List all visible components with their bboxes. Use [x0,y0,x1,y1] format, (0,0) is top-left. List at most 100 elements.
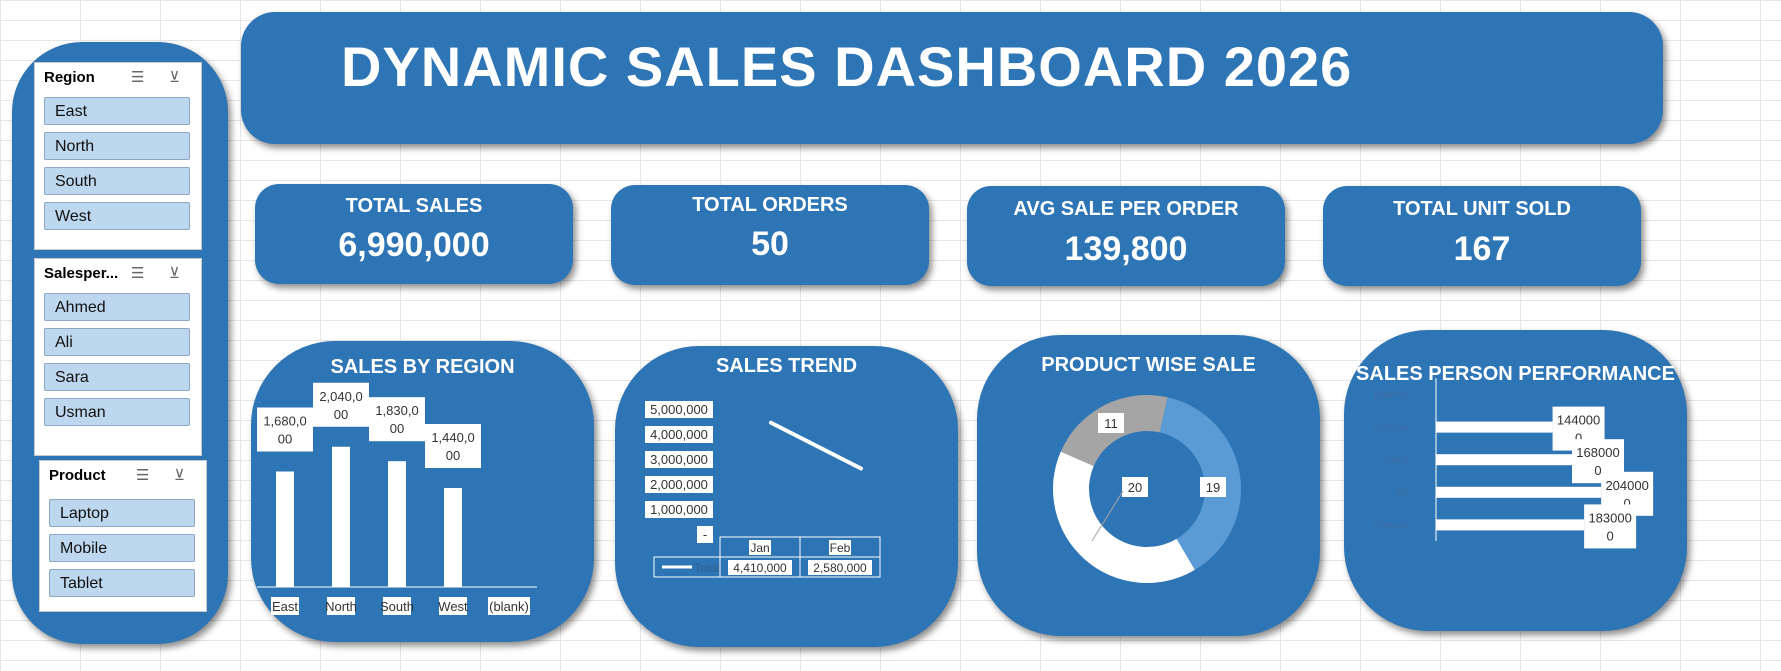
y-tick-box [645,501,713,518]
y-tick-label: Ali [1396,487,1408,499]
slicer-header: Product [49,467,106,484]
bar-data-label: 2,040,0 [319,389,362,404]
y-tick-label: Sara [1385,454,1409,466]
kpi-total-sales: TOTAL SALES 6,990,000 [255,184,573,284]
slice-data-label: 20 [1128,480,1142,495]
slice-label-box [1122,477,1148,497]
table-row-label: Total [694,561,719,575]
slicer-item-mobile[interactable]: Mobile [49,534,195,562]
table-cell: 4,410,000 [733,561,787,575]
trend-line [769,420,863,471]
bar [388,461,406,587]
y-tick-label: 3,000,000 [650,452,708,467]
bar-data-label: 1,440,0 [431,430,474,445]
kpi-label: AVG SALE PER ORDER [1013,198,1239,220]
slicer-item-usman[interactable]: Usman [44,398,190,426]
y-tick-label: Ahmed [1373,519,1408,531]
slicer-item-ahmed[interactable]: Ahmed [44,293,190,321]
slicer-item-north[interactable]: North [44,132,190,160]
slice-data-label: 11 [1104,416,1118,431]
table-cell: 2,580,000 [813,561,867,575]
table-header-box [829,540,851,555]
slicer-item-east[interactable]: East [44,97,190,125]
kpi-total-orders: TOTAL ORDERS 50 [611,185,929,285]
y-tick-box [645,426,713,443]
bar [1436,421,1553,433]
bar [276,471,294,587]
chart-title: PRODUCT WISE SALE [1041,354,1256,376]
tick-label-box [488,597,530,615]
sales-trend-chart: 5,000,000 4,000,000 3,000,000 2,000,000 1,00… [645,401,881,578]
slicer-item-sara[interactable]: Sara [44,363,190,391]
tick-label-box [383,597,411,615]
region-slicer[interactable]: Region ☰ ⊻ East North South West [34,62,202,250]
multi-select-icon[interactable]: ☰ [131,69,145,86]
bar-data-label: 0 [1624,496,1631,511]
slicer-panel: Region ☰ ⊻ East North South West Salespe… [12,42,228,644]
bar-data-label: 168000 [1576,445,1619,460]
y-tick-label: 2,000,000 [650,477,708,492]
slicer-item-ali[interactable]: Ali [44,328,190,356]
slice-label-box [1200,477,1226,497]
tick-label-box [327,597,355,615]
kpi-avg-sale: AVG SALE PER ORDER 139,800 [967,186,1285,286]
bar-data-label: 204000 [1605,478,1648,493]
kpi-value: 50 [751,225,789,263]
tick-label-box [271,597,299,615]
x-tick-label: South [380,599,414,614]
bar-data-label-box [1584,504,1637,549]
clear-filter-icon[interactable]: ⊻ [174,467,185,484]
y-tick-label: (blank) [1374,389,1408,401]
x-tick-label: North [325,599,357,614]
table-cell-box [808,560,872,575]
y-tick-label: Usman [1373,422,1408,434]
salesperson-panel: SALES PERSON PERFORMANCE (blank) Usman 144… [1344,330,1687,631]
bar-data-label: 0 [1607,528,1614,543]
bar-data-label: 0 [1575,431,1582,446]
bar-data-label: 144000 [1557,413,1600,428]
chart-title: SALES BY REGION [330,356,515,378]
slice-label-box [1098,413,1124,433]
salesperson-slicer[interactable]: Salesper... ☰ ⊻ Ahmed Ali Sara Usman [34,258,202,456]
clear-filter-icon[interactable]: ⊻ [169,265,180,282]
kpi-value: 167 [1453,230,1511,268]
sales-by-region-chart: 1,680,0 00 East 2,040,0 00 North 1,830,0 00 Sout… [257,382,537,615]
bar-data-label: 00 [446,448,460,463]
table-cell-box [728,560,792,575]
product-slicer[interactable]: Product ☰ ⊻ Laptop Mobile Tablet [39,460,207,612]
slice-data-label: 19 [1206,480,1220,495]
y-tick-label: 4,000,000 [650,427,708,442]
chart-title: SALES TREND [715,355,858,377]
tick-label-box [439,597,467,615]
slicer-item-laptop[interactable]: Laptop [49,499,195,527]
slicer-item-tablet[interactable]: Tablet [49,569,195,597]
x-tick-label: West [438,599,468,614]
table-header-box [749,540,771,555]
clear-filter-icon[interactable]: ⊻ [169,69,180,86]
y-tick-box [645,401,713,418]
dashboard-title: DYNAMIC SALES DASHBOARD 2026 [341,35,1353,98]
bar-data-label: 1,680,0 [263,414,306,429]
donut-slice [1159,397,1241,570]
kpi-total-units: TOTAL UNIT SOLD 167 [1323,186,1641,286]
bar-data-label-box [313,382,369,427]
slicer-item-south[interactable]: South [44,167,190,195]
product-wise-panel: PRODUCT WISE SALE 19 20 11 [977,335,1320,636]
bar-data-label: 00 [334,407,348,422]
kpi-value: 139,800 [1064,230,1188,268]
sales-by-region-panel: SALES BY REGION 1,680,0 00 East 2,040,0 00 No… [251,341,594,642]
y-tick-box [697,526,713,543]
bar-data-label: 00 [278,432,292,447]
product-wise-chart: 19 20 11 [1053,395,1241,583]
bar-data-label: 00 [390,421,404,436]
multi-select-icon[interactable]: ☰ [131,265,145,282]
leader-line [1091,490,1124,542]
slicer-header: Salesper... [44,265,119,282]
y-tick-label: 1,000,000 [650,502,708,517]
slicer-item-west[interactable]: West [44,202,190,230]
bar [1436,519,1585,531]
bar-data-label: 1,830,0 [375,403,418,418]
bar-data-label: 183000 [1588,510,1631,525]
multi-select-icon[interactable]: ☰ [136,467,150,484]
